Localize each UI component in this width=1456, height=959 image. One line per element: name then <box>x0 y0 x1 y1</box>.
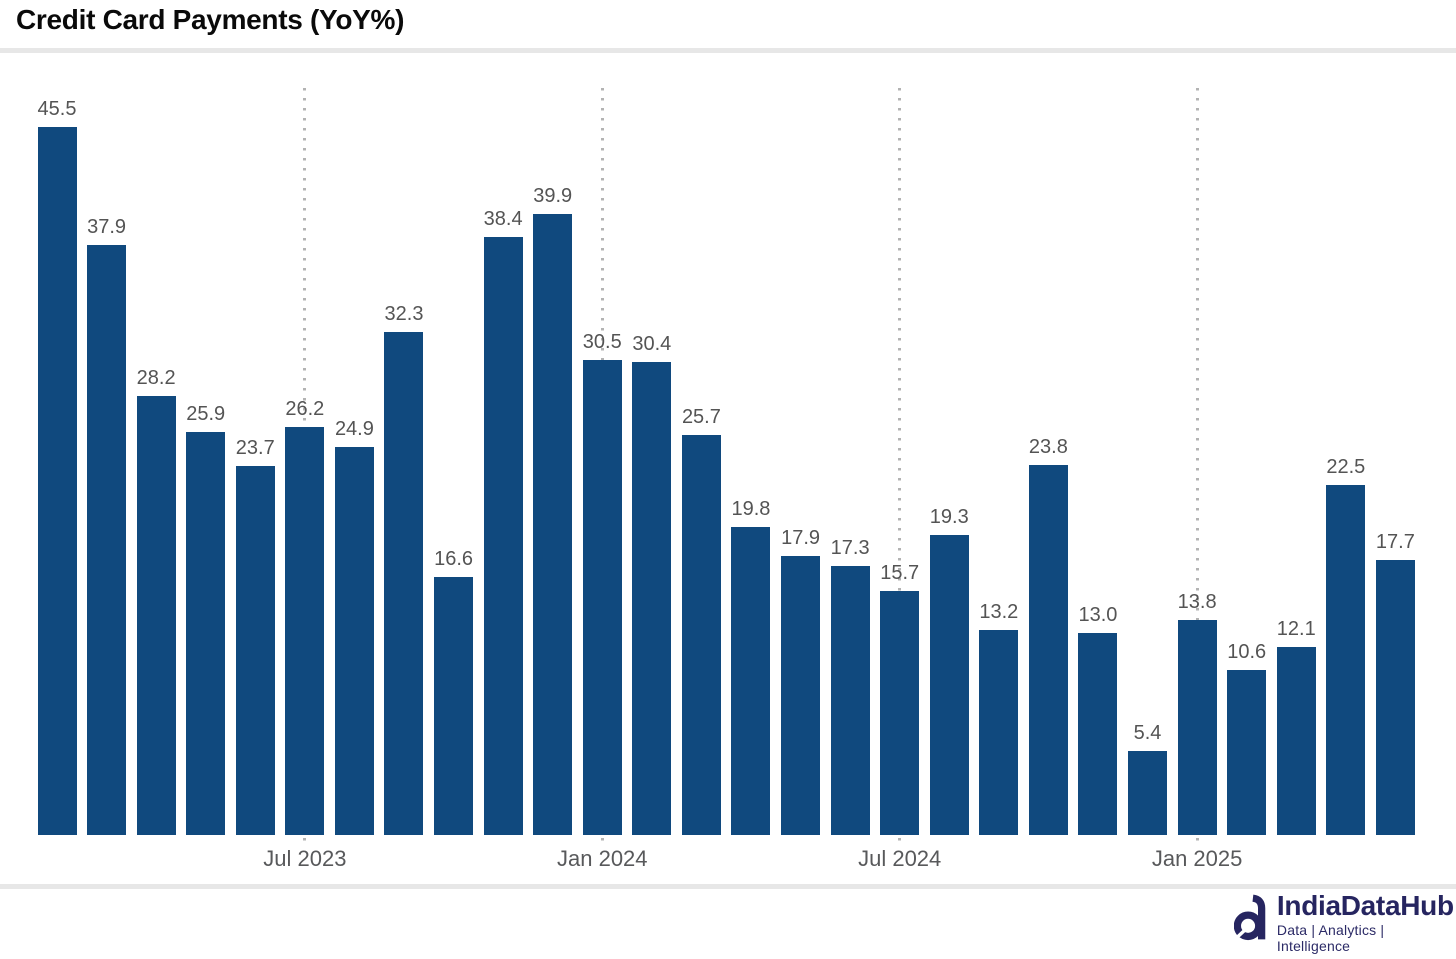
bar-value-label-feb-2025: 10.6 <box>1227 641 1267 664</box>
bar-value-label-apr-2024: 19.8 <box>731 497 771 520</box>
bar-value-label-dec-2024: 5.4 <box>1133 721 1162 744</box>
bar-nov-2024 <box>1078 632 1118 835</box>
bar-jul-2023 <box>285 427 325 835</box>
bar-feb-2025 <box>1227 670 1267 835</box>
x-axis-tick-jul-2023: Jul 2023 <box>263 846 347 871</box>
bar-feb-2024 <box>632 361 672 835</box>
bar-value-label-may-2023: 25.9 <box>186 402 226 425</box>
bar-value-label-dec-2023: 39.9 <box>533 185 573 208</box>
gridline-jan-2025 <box>1195 88 1199 841</box>
bar-apr-2023 <box>136 396 176 835</box>
bar-value-label-sep-2024: 13.2 <box>979 600 1019 623</box>
bar-dec-2023 <box>533 214 573 835</box>
bar-sep-2023 <box>384 332 424 835</box>
bar-jun-2024 <box>830 565 870 835</box>
bar-value-label-mar-2024: 25.7 <box>681 406 721 429</box>
bar-value-label-apr-2025: 22.5 <box>1326 455 1366 478</box>
bar-aug-2024 <box>929 534 969 835</box>
x-axis-tick-jan-2024: Jan 2024 <box>557 846 648 871</box>
bar-aug-2023 <box>334 447 374 835</box>
bar-value-label-sep-2023: 32.3 <box>384 303 424 326</box>
bar-mar-2024 <box>681 435 721 835</box>
bar-mar-2023 <box>87 245 127 835</box>
bar-mar-2025 <box>1276 646 1316 835</box>
brand-tagline: Data | Analytics | Intelligence <box>1276 922 1385 954</box>
bar-jan-2024 <box>582 360 622 835</box>
brand-logo: IndiaDataHub Data | Analytics | Intellig… <box>1234 891 1456 954</box>
bar-value-label-feb-2023: 45.5 <box>37 97 77 120</box>
bar-value-label-aug-2023: 24.9 <box>334 418 374 441</box>
bar-oct-2024 <box>1028 464 1068 835</box>
brand-name: IndiaDataHub <box>1276 890 1454 921</box>
bar-may-2024 <box>781 556 821 835</box>
x-axis-tick-jul-2024: Jul 2024 <box>858 846 942 871</box>
bar-value-label-oct-2023: 16.6 <box>434 547 474 570</box>
brand-text-block: IndiaDataHub Data | Analytics | Intellig… <box>1276 890 1456 955</box>
bar-value-label-mar-2023: 37.9 <box>87 216 127 239</box>
bar-jan-2025 <box>1177 620 1217 835</box>
bar-jun-2023 <box>235 466 275 835</box>
bar-value-label-nov-2023: 38.4 <box>483 208 523 231</box>
bar-feb-2023 <box>37 126 77 835</box>
indiadatahub-d-icon <box>1234 894 1266 941</box>
bar-value-label-apr-2023: 28.2 <box>136 367 176 390</box>
x-axis-tick-jan-2025: Jan 2025 <box>1151 846 1243 871</box>
bar-value-label-jun-2023: 23.7 <box>235 437 275 460</box>
bar-apr-2024 <box>731 526 771 835</box>
bar-value-label-nov-2024: 13.0 <box>1078 603 1118 626</box>
bar-value-label-mar-2025: 12.1 <box>1276 617 1316 640</box>
gridline-jul-2024 <box>898 88 902 841</box>
chart-title: Credit Card Payments (YoY%) <box>16 4 405 35</box>
bar-value-label-oct-2024: 23.8 <box>1028 435 1068 458</box>
bar-chart-plot-area: Jul 2023 Jan 2024 Jul 2024 Jan 2025 45.5 37.9… <box>37 88 1415 871</box>
bar-value-label-jan-2025: 13.8 <box>1177 591 1217 614</box>
bar-value-label-jul-2023: 26.2 <box>285 398 325 421</box>
bar-value-label-jul-2024: 15.7 <box>880 561 920 584</box>
bar-apr-2025 <box>1326 484 1366 835</box>
bar-value-label-may-2024: 17.9 <box>781 527 821 550</box>
header-divider <box>0 48 1456 53</box>
bar-jul-2024 <box>880 590 920 835</box>
bar-may-2023 <box>186 431 226 835</box>
bar-value-label-jun-2024: 17.3 <box>830 536 870 559</box>
bar-value-label-jan-2024: 30.5 <box>582 331 622 354</box>
footer-divider <box>0 884 1456 889</box>
bar-dec-2024 <box>1128 750 1168 835</box>
bar-value-label-aug-2024: 19.3 <box>929 505 969 528</box>
bar-value-label-feb-2024: 30.4 <box>632 332 672 355</box>
bar-value-label-may-2025: 17.7 <box>1375 530 1415 553</box>
bar-may-2025 <box>1375 559 1415 835</box>
bar-sep-2024 <box>979 629 1019 835</box>
bar-nov-2023 <box>483 237 523 835</box>
bar-oct-2023 <box>434 576 474 835</box>
